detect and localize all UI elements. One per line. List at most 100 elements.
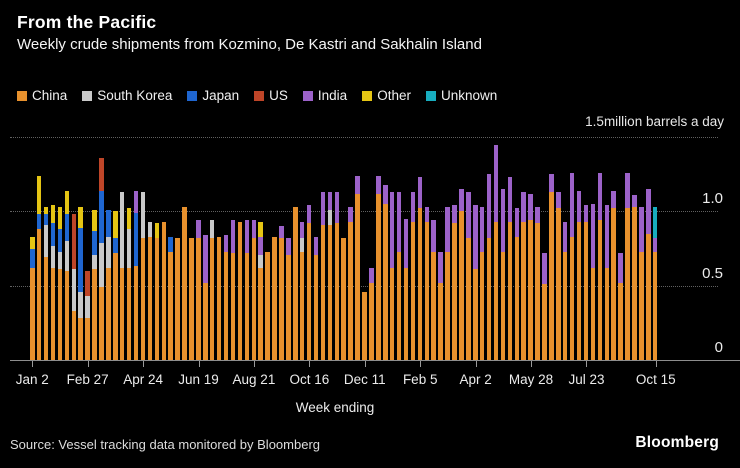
bar-segment-india [618,253,623,283]
bar-segment-india [445,206,450,252]
stacked-bar [209,220,215,360]
stacked-bar [196,220,201,360]
stacked-bar [576,190,582,360]
bar-segment-india [556,192,561,209]
bar-segment-japan [99,190,104,243]
bar-segment-india [473,205,478,270]
bar-segment-india [438,251,443,283]
bar-segment-china [604,267,610,360]
bar-segment-india [431,220,436,252]
legend-swatch [362,90,373,101]
x-axis-tick-label: Jul 23 [568,372,605,387]
bar-segment-china [36,229,42,360]
bar-segment-china [237,221,243,360]
bar-segment-japan [113,238,118,254]
legend-label: China [32,88,68,103]
bar-segment-china [299,251,305,360]
bar-segment-south-korea [43,224,49,258]
bar-segment-china [583,221,589,360]
gridline [10,211,718,213]
bar-segment-china [320,224,326,360]
bar-segment-china [542,284,547,360]
stacked-bar [507,177,513,360]
bar-segment-south-korea [209,220,215,239]
bar-segment-china [486,238,492,360]
bar-segment-china [535,223,540,360]
bar-segment-china [514,236,520,360]
x-axis-tick [32,361,34,367]
bar-segment-india [369,267,374,283]
stacked-bar [36,175,42,360]
stacked-bar [452,205,457,360]
x-axis-tick-label: May 28 [508,372,554,387]
x-axis-tick [531,361,533,367]
x-axis-tick [364,361,366,367]
bar-segment-china [189,238,194,360]
legend-swatch [254,90,265,101]
bar-segment-india [279,226,284,239]
bar-segment-india [562,221,568,252]
stacked-bar [583,205,589,360]
stacked-bar [521,192,526,360]
bar-segment-china [355,193,360,360]
bar-segment-india [528,193,533,221]
bar-segment-south-korea [126,229,132,268]
stacked-bar [396,192,402,360]
stacked-bar [632,195,637,360]
legend-item: India [302,88,347,103]
bar-segment-china [92,269,97,360]
stacked-bar [113,211,118,360]
bar-segment-india [133,190,139,213]
bar-segment-china [203,282,208,360]
stacked-bar [313,236,319,360]
bar-segment-india [535,206,540,224]
bar-segment-china [466,238,471,360]
bar-segment-china [452,223,457,360]
bar-segment-india [466,192,471,239]
x-axis-line [10,360,740,361]
bar-segment-japan [78,227,83,292]
legend-item: Other [362,88,411,103]
bar-segment-south-korea [147,221,153,237]
x-axis-tick-label: Jun 19 [178,372,219,387]
legend-swatch [302,90,313,101]
y-axis-unit-label: 1.5million barrels a day [585,114,724,129]
bar-segment-south-korea [140,192,146,239]
stacked-bar [473,205,478,360]
bar-segment-china [265,251,270,360]
legend: China South Korea Japan US India Other Unknown [17,88,497,103]
stacked-bar [203,235,208,360]
source-note: Source: Vessel tracking data monitored b… [10,437,321,452]
bar-segment-india [396,192,402,252]
bar-segment-china [618,282,623,360]
stacked-bar [244,220,250,360]
stacked-bar [119,192,125,360]
bar-segment-other [30,236,35,249]
stacked-bar [431,220,436,360]
stacked-bar [459,189,464,360]
x-axis-tick [253,361,255,367]
bar-segment-india [459,189,464,212]
bar-segment-south-korea [78,291,83,319]
legend-item: Japan [187,88,239,103]
bar-segment-china [549,192,554,360]
x-axis-tick-label: Aug 21 [232,372,276,387]
stacked-bar [99,157,104,360]
stacked-bar [106,209,111,360]
bar-segment-us [71,214,77,270]
x-axis-tick [586,361,588,367]
bar-segment-india [611,190,616,209]
stacked-bar [486,174,492,360]
legend-label: Other [377,88,411,103]
bar-segment-india [286,238,291,255]
x-axis-tick [143,361,145,367]
stacked-bar [424,206,430,360]
stacked-bar [140,192,146,360]
stacked-bar [535,206,540,360]
bar-segment-china [244,253,250,360]
bars-group [30,130,658,360]
bar-segment-china [196,238,201,360]
bar-segment-japan [64,214,70,242]
bar-segment-china [459,211,464,360]
stacked-bar [562,221,568,360]
